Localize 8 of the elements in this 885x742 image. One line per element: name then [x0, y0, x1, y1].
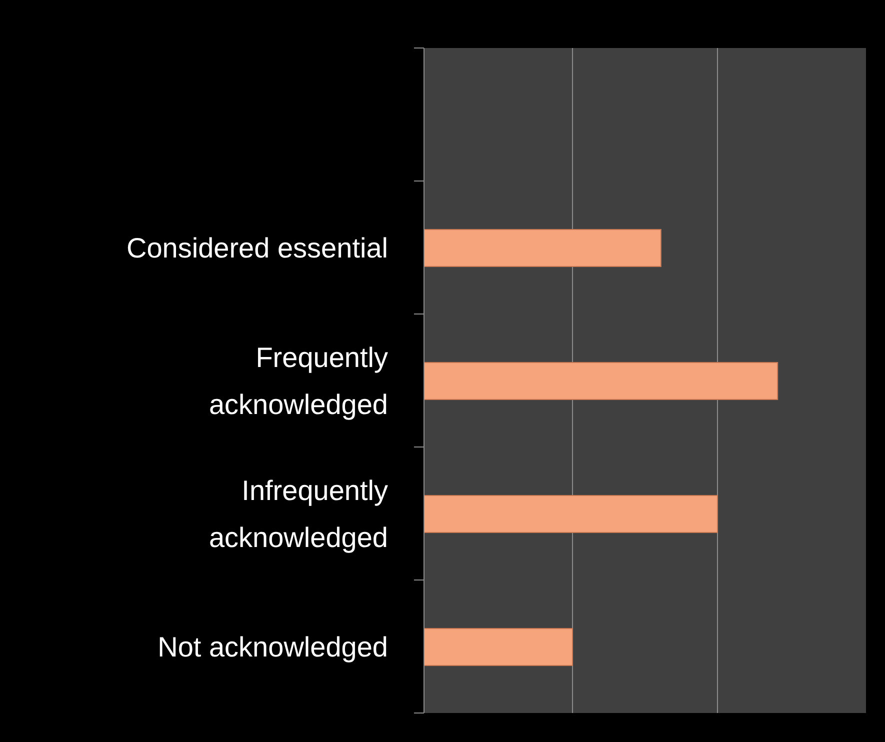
bar	[424, 362, 778, 400]
bar	[424, 229, 662, 267]
y-tick-label: Infrequently acknowledged	[208, 475, 388, 553]
y-tick-label: Considered essential	[126, 232, 388, 264]
y-tick-label: Frequently acknowledged	[208, 342, 388, 420]
bar	[424, 495, 718, 533]
bar	[424, 628, 574, 666]
y-tick-label: Not acknowledged	[158, 632, 388, 662]
